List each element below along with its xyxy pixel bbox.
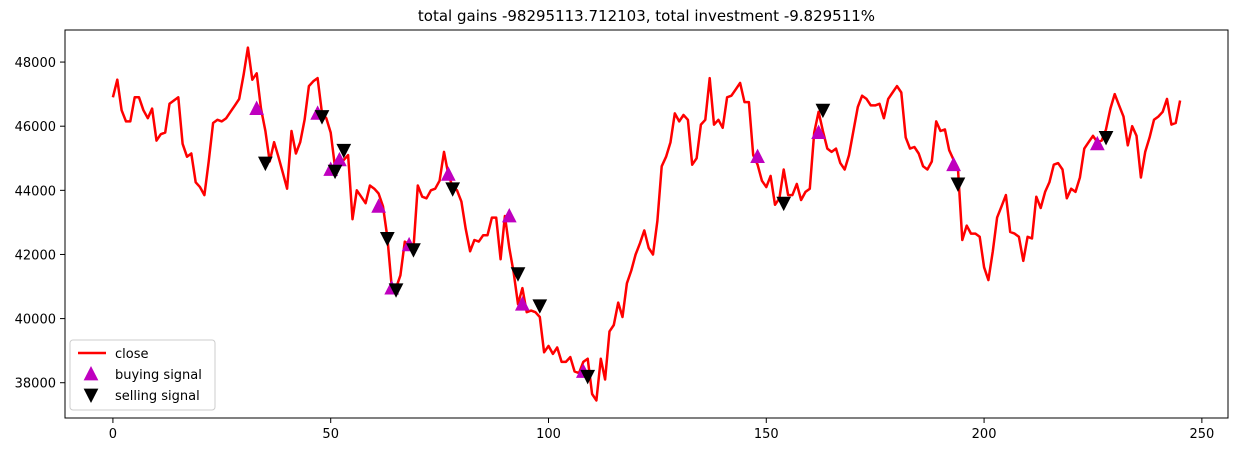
legend: close buying signal selling signal: [69, 339, 216, 411]
y-tick-label: 44000: [15, 184, 56, 199]
selling-signal-marker: [336, 143, 352, 159]
selling-signal-marker: [532, 299, 548, 314]
buying-signal-marker: [249, 100, 265, 115]
close-series-line: [111, 46, 1182, 402]
legend-box: [69, 339, 216, 411]
buying-signal-marker: [501, 207, 517, 223]
x-tick-label: 200: [972, 427, 997, 442]
buying-signal-marker: [440, 166, 456, 181]
selling-signal-marker: [1098, 131, 1114, 146]
selling-signal-marker: [776, 196, 792, 212]
buying-signal-marker: [750, 148, 765, 164]
selling-signal-marker: [445, 182, 461, 197]
legend-close-label: close: [115, 347, 148, 362]
x-tick-label: 250: [1189, 427, 1214, 442]
x-tick-label: 100: [536, 427, 561, 442]
legend-sell-label: selling signal: [115, 389, 200, 404]
buying-signal-marker: [514, 296, 530, 311]
buying-signal-marker: [1089, 135, 1105, 151]
x-tick-label: 0: [109, 427, 117, 442]
selling-signal-marker: [406, 243, 421, 258]
selling-signal-marker: [510, 267, 526, 282]
x-tick-label: 150: [754, 427, 779, 442]
axes: 0 50 100 150 200 250 38000 40000 42000 44000 46000…: [15, 29, 1229, 442]
selling-signal-marker: [314, 110, 330, 125]
buying-signal-marker: [332, 151, 347, 167]
plot-frame: [64, 29, 1229, 419]
y-tick-label: 46000: [15, 120, 56, 135]
y-tick-label: 40000: [15, 313, 56, 328]
buying-signal-marker: [946, 156, 961, 172]
selling-signal-marker: [580, 369, 596, 385]
selling-signal-marker: [379, 232, 395, 247]
x-tick-label: 50: [322, 427, 339, 442]
selling-signal-marker: [327, 164, 343, 180]
selling-signal-marker: [815, 103, 831, 119]
buying-signal-marker: [811, 124, 826, 140]
y-tick-label: 48000: [15, 56, 56, 71]
y-tick-label: 42000: [15, 248, 56, 263]
chart-title: total gains -98295113.712103, total inve…: [418, 7, 875, 25]
selling-signal-marker: [950, 177, 966, 192]
selling-signal-marker: [388, 283, 404, 298]
legend-buy-swatch: [83, 366, 99, 381]
legend-buy-label: buying signal: [115, 368, 202, 383]
y-tick-label: 38000: [15, 377, 56, 392]
buying-signal-marker: [371, 198, 386, 213]
selling-signal-marker: [258, 156, 273, 172]
plot-area: [111, 46, 1182, 402]
legend-sell-swatch: [83, 388, 99, 403]
